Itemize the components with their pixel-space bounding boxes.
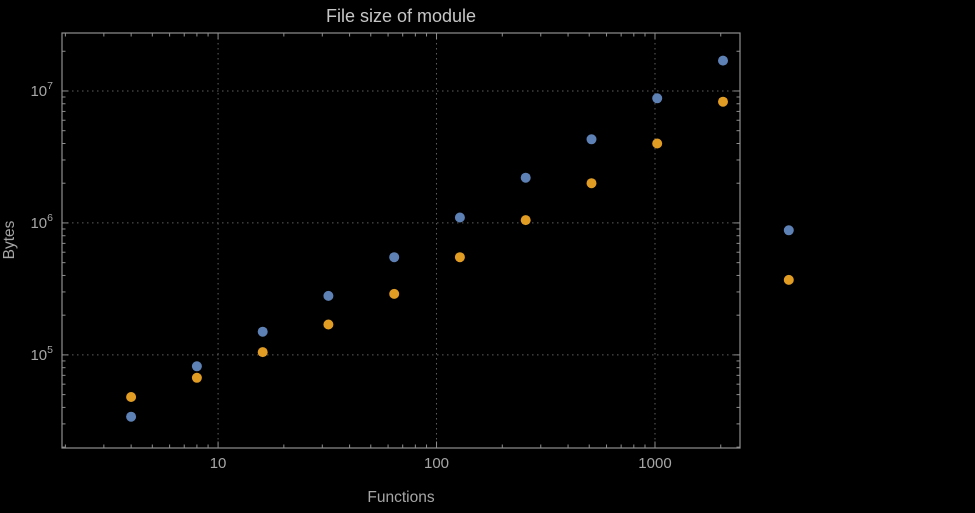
x-tick-label: 10 [210, 455, 227, 472]
data-point-blue [652, 93, 663, 104]
data-point-orange [718, 96, 728, 107]
data-point-orange [520, 215, 531, 226]
axis-ticks [62, 33, 740, 448]
data-point-blue [191, 361, 202, 372]
data-point-blue [126, 411, 137, 422]
x-tick-label: 1000 [638, 455, 671, 472]
x-tick-labels: 10 100 1000 [210, 455, 672, 472]
data-points [126, 55, 794, 422]
data-point-blue [454, 212, 465, 223]
data-point-blue [323, 290, 334, 301]
y-tick-label: 105 [30, 344, 53, 364]
y-tick-labels: 105 106 107 [30, 80, 53, 364]
data-point-orange [323, 319, 334, 330]
y-axis-label: Bytes [1, 220, 18, 259]
data-point-orange [783, 274, 794, 285]
data-point-blue [520, 172, 531, 183]
data-point-orange [652, 138, 663, 149]
data-point-orange [454, 252, 465, 263]
x-axis-label: Functions [367, 489, 434, 506]
x-tick-label: 100 [424, 455, 449, 472]
data-point-orange [126, 392, 137, 402]
data-point-blue [257, 326, 268, 337]
plot-frame [61, 32, 741, 449]
data-point-orange [586, 178, 597, 189]
data-point-blue [586, 134, 597, 145]
data-point-orange [257, 347, 268, 358]
data-point-blue [718, 55, 728, 66]
data-point-orange [191, 372, 202, 383]
y-tick-label: 106 [30, 212, 53, 232]
gridlines [62, 33, 740, 448]
chart-title: File size of module [326, 6, 476, 26]
y-tick-label: 107 [30, 80, 53, 100]
data-point-blue [783, 225, 794, 236]
data-point-orange [389, 288, 400, 299]
data-point-blue [389, 252, 400, 263]
